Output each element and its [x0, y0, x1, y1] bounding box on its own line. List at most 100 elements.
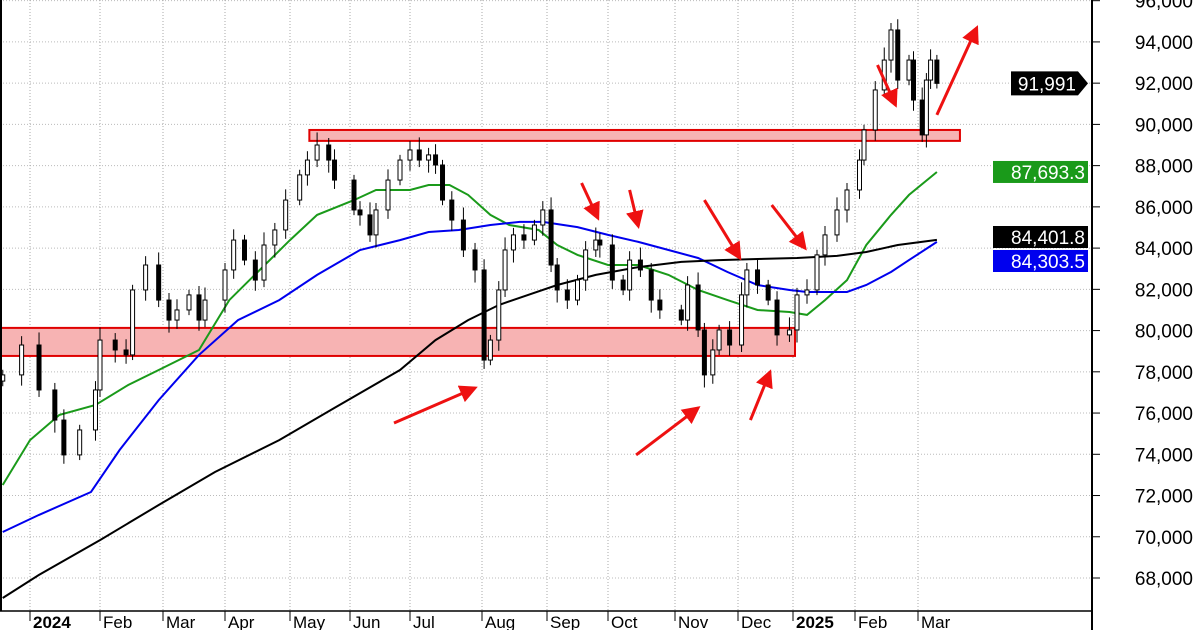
- candle-body: [416, 149, 422, 161]
- x-tick-label: Oct: [611, 613, 638, 630]
- ma_mid-value-label: 84,303.5: [1011, 252, 1085, 273]
- candle-body: [166, 299, 172, 321]
- candle-body: [923, 79, 929, 136]
- candle-body: [92, 389, 98, 431]
- candles: [0, 19, 940, 464]
- x-tick-label: Jul: [413, 613, 435, 630]
- candle-body: [786, 329, 792, 336]
- candle-body: [744, 269, 750, 296]
- candle-body: [928, 59, 934, 81]
- candle-body: [774, 299, 780, 336]
- candle-body: [521, 234, 527, 241]
- y-tick-label: 78,000: [1135, 363, 1193, 384]
- candle-body: [765, 284, 771, 301]
- candle-body: [272, 229, 278, 246]
- candle-body: [283, 199, 289, 231]
- x-tick-label: Aug: [485, 613, 515, 630]
- last-price-marker: [1011, 71, 1088, 96]
- candle-body: [554, 264, 560, 291]
- candle-body: [123, 349, 129, 356]
- candle-body: [351, 179, 357, 211]
- candle-body: [657, 299, 663, 311]
- candle-body: [97, 339, 103, 391]
- x-tick-label: May: [293, 613, 326, 630]
- candle-body: [61, 419, 67, 456]
- red-arrow: [770, 204, 807, 251]
- candle-body: [648, 269, 654, 301]
- ma_long-value-label: 84,401.8: [1011, 228, 1085, 249]
- candle-body: [52, 389, 58, 421]
- candle-body: [695, 284, 701, 331]
- candle-body: [357, 209, 363, 216]
- x-tick-label: Feb: [103, 613, 132, 630]
- candle-body: [934, 59, 940, 84]
- candle-body: [861, 129, 867, 161]
- y-tick-label: 82,000: [1135, 280, 1193, 301]
- candle-body: [583, 249, 589, 281]
- candle-body: [739, 294, 745, 346]
- zones: [0, 128, 961, 357]
- candle-body: [472, 249, 478, 271]
- candle-body: [685, 284, 691, 321]
- candle-body: [397, 159, 403, 181]
- candle-body: [540, 209, 546, 226]
- red-arrow: [703, 199, 742, 261]
- x-tick-label: Feb: [858, 613, 887, 630]
- x-tick-label: 2024: [33, 613, 71, 630]
- y-tick-label: 90,000: [1135, 115, 1193, 136]
- candle-body: [804, 289, 810, 296]
- red-arrow: [626, 189, 644, 229]
- candle-body: [502, 249, 508, 291]
- ma_long-line: [2, 238, 938, 599]
- y-tick-label: 84,000: [1135, 239, 1193, 260]
- candle-body: [112, 339, 118, 351]
- candle-body: [186, 294, 192, 311]
- candle-body: [261, 244, 267, 281]
- candle-body: [373, 209, 379, 236]
- candle-body: [531, 224, 537, 241]
- candle-body: [919, 99, 925, 136]
- candle-body: [888, 29, 894, 61]
- candle-body: [822, 234, 828, 256]
- candle-body: [326, 144, 332, 161]
- candle-body: [906, 59, 912, 81]
- candle-body: [637, 259, 643, 271]
- x-tick-label: Mar: [166, 613, 196, 630]
- candle-body: [460, 219, 466, 251]
- candle-body: [794, 294, 800, 331]
- candle-body: [701, 329, 707, 376]
- candle-body: [222, 269, 228, 301]
- candle-body: [19, 344, 25, 376]
- y-tick-label: 70,000: [1135, 528, 1193, 549]
- candle-body: [433, 154, 439, 166]
- candle-body: [710, 349, 716, 376]
- candle-body: [385, 179, 391, 211]
- y-tick-label: 92,000: [1135, 74, 1193, 95]
- y-tick-label: 88,000: [1135, 157, 1193, 178]
- candle-body: [426, 154, 432, 161]
- candle-body: [440, 164, 446, 201]
- candle-body: [449, 199, 455, 221]
- ma_short-line: [1, 171, 938, 486]
- last-price-label: 91,991: [1018, 74, 1076, 95]
- candle-body: [575, 279, 580, 301]
- end-labels: 91,991 87,693.3 84,303.5 84,401.8: [993, 71, 1088, 273]
- x-axis-panel: [0, 611, 1200, 630]
- candle-body: [496, 289, 502, 341]
- y-tick-label: 86,000: [1135, 198, 1193, 219]
- candle-body: [143, 264, 149, 291]
- candle-body: [844, 189, 850, 211]
- x-tick-label: Jun: [353, 613, 380, 630]
- red-arrow: [876, 64, 898, 108]
- support-zone: [0, 326, 796, 357]
- candle-body: [77, 429, 83, 456]
- candle-body: [597, 239, 603, 246]
- candle-body: [231, 239, 237, 271]
- candle-body: [332, 159, 338, 181]
- y-tick-label: 68,000: [1135, 569, 1193, 590]
- candle-body: [716, 329, 722, 351]
- candle-body: [156, 264, 162, 301]
- annotation-arrows: [393, 25, 979, 457]
- candle-body: [130, 289, 136, 356]
